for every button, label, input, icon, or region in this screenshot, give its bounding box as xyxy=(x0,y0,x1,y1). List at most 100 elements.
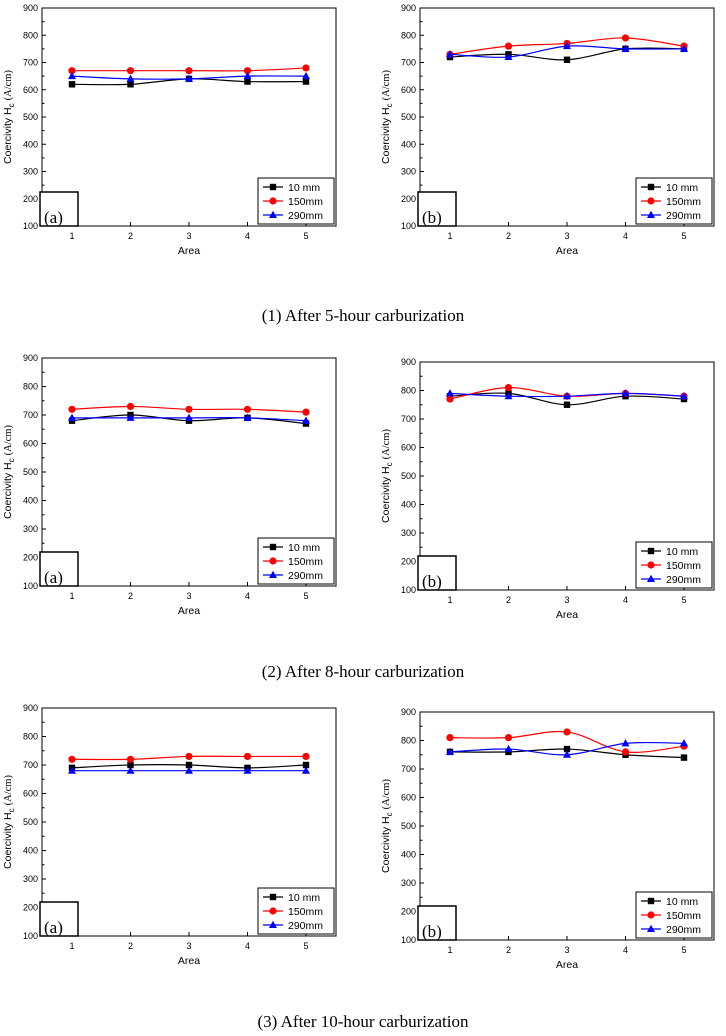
y-tick-label: 300 xyxy=(23,524,38,534)
panel-label-box xyxy=(39,901,79,937)
legend-label: 10 mm xyxy=(666,896,698,908)
data-point xyxy=(185,752,193,761)
y-tick-label: 800 xyxy=(23,732,38,742)
data-point xyxy=(504,392,513,400)
y-tick-label: 100 xyxy=(401,221,416,231)
x-tick-label: 1 xyxy=(69,591,74,601)
data-point xyxy=(302,71,310,80)
panel-label-box xyxy=(417,191,457,227)
y-axis-label-main: Coercivity H xyxy=(2,462,14,519)
legend-marker xyxy=(647,924,655,932)
data-point xyxy=(563,41,571,50)
y-axis-label-main: Coercivity H xyxy=(380,107,392,164)
data-point xyxy=(68,67,76,75)
x-tick-label: 2 xyxy=(128,941,133,951)
series-2 xyxy=(68,71,310,82)
y-tick-label: 200 xyxy=(23,553,38,563)
panel-label-box xyxy=(417,905,457,941)
data-point xyxy=(680,739,688,747)
x-tick-label: 1 xyxy=(447,945,452,955)
data-point xyxy=(504,384,513,392)
x-tick-label: 3 xyxy=(186,941,191,951)
legend-label: 10 mm xyxy=(288,542,320,554)
x-tick-label: 2 xyxy=(128,231,133,241)
y-tick-label: 200 xyxy=(401,907,416,917)
legend-label: 150mm xyxy=(666,196,701,208)
y-axis-label: Coercivity Hc (A/cm) xyxy=(2,70,16,164)
data-point xyxy=(621,739,630,747)
legend-marker xyxy=(269,210,277,218)
data-point xyxy=(185,413,193,421)
legend-marker xyxy=(269,557,277,565)
legend-label: 290mm xyxy=(288,210,323,222)
data-point xyxy=(621,389,630,397)
series-2 xyxy=(446,41,688,61)
chart-svg: 100 200 300 400 500 600 700 800 900 1 2 3 4 5 Area Coer… xyxy=(2,353,337,617)
y-tick-label: 500 xyxy=(401,112,416,122)
y-axis-label-sub: c xyxy=(385,812,394,816)
data-point xyxy=(127,761,134,769)
chart-panel-3b: 100 200 300 400 500 600 700 800 900 1 2 3 4 5 Area Coer… xyxy=(378,706,724,978)
y-tick-label: 900 xyxy=(23,703,38,713)
panel-label: (a) xyxy=(44,568,63,587)
x-tick-label: 5 xyxy=(681,231,686,241)
y-tick-label: 800 xyxy=(401,736,416,746)
chart-panel-2a: 100 200 300 400 500 600 700 800 900 1 2 3 4 5 Area Coer… xyxy=(0,352,346,624)
x-tick-label: 2 xyxy=(128,591,133,601)
y-tick-label: 100 xyxy=(401,585,416,595)
legend-label: 290mm xyxy=(666,574,701,586)
y-tick-label: 500 xyxy=(23,467,38,477)
y-tick-label: 600 xyxy=(23,789,38,799)
y-axis-label-sub: c xyxy=(7,458,16,462)
legend-marker xyxy=(647,574,655,582)
y-tick-label: 200 xyxy=(23,903,38,913)
y-tick-label: 600 xyxy=(401,85,416,95)
series-2 xyxy=(68,413,310,424)
data-point xyxy=(563,392,571,400)
y-tick-label: 300 xyxy=(401,878,416,888)
y-tick-label: 300 xyxy=(23,167,38,177)
data-point xyxy=(621,44,630,52)
data-point xyxy=(302,78,310,85)
panel-label: (b) xyxy=(422,922,442,941)
data-point xyxy=(446,389,454,397)
y-axis-label: Coercivity Hc (A/cm) xyxy=(2,775,16,869)
chart-panel-2b: 100 200 300 400 500 600 700 800 900 1 2 3 4 5 Area Coer… xyxy=(378,356,724,628)
x-tick-label: 3 xyxy=(564,595,569,605)
y-tick-label: 100 xyxy=(401,935,416,945)
y-axis-label: Coercivity Hc (A/cm) xyxy=(2,425,16,519)
y-axis-label-main: Coercivity H xyxy=(380,466,392,523)
y-tick-label: 300 xyxy=(23,874,38,884)
data-point xyxy=(302,64,310,72)
data-point xyxy=(446,747,454,755)
y-axis-label-sub: c xyxy=(385,103,394,107)
series-1 xyxy=(68,752,310,763)
legend-label: 10 mm xyxy=(666,182,698,194)
y-tick-label: 200 xyxy=(401,557,416,567)
legend-marker xyxy=(647,210,655,218)
chart-svg: 100 200 300 400 500 600 700 800 900 1 2 3 4 5 Area Coer… xyxy=(2,3,337,257)
data-point xyxy=(621,748,630,756)
data-point xyxy=(126,413,135,421)
y-tick-label: 400 xyxy=(401,500,416,510)
legend-label: 290mm xyxy=(666,924,701,936)
legend-label: 150mm xyxy=(666,560,701,572)
y-axis-label-unit: (A/cm) xyxy=(381,429,392,460)
x-axis-label: Area xyxy=(178,605,200,617)
series-2 xyxy=(446,389,688,400)
data-point xyxy=(126,402,135,411)
data-point xyxy=(185,766,193,774)
legend-marker xyxy=(269,183,277,191)
data-point xyxy=(302,766,310,774)
legend-label: 10 mm xyxy=(288,892,320,904)
data-point xyxy=(127,81,134,88)
data-point xyxy=(68,71,76,80)
data-point xyxy=(680,44,688,52)
data-point xyxy=(563,750,571,758)
data-point xyxy=(126,67,135,75)
legend-marker xyxy=(647,561,655,569)
y-tick-label: 800 xyxy=(23,382,38,392)
x-tick-label: 3 xyxy=(564,231,569,241)
series-2 xyxy=(68,766,310,774)
data-point xyxy=(446,395,454,403)
